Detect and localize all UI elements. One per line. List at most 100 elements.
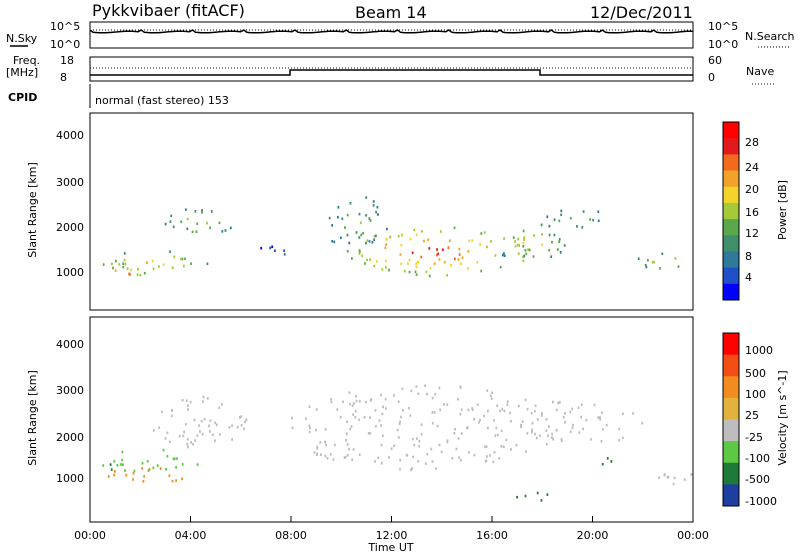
heatmap-cell bbox=[375, 234, 377, 238]
heatmap-cell bbox=[152, 466, 155, 470]
heatmap-cell bbox=[385, 238, 388, 241]
heatmap-cell bbox=[548, 248, 551, 252]
heatmap-cell bbox=[336, 408, 339, 411]
heatmap-cell bbox=[487, 426, 489, 430]
colorbar-segment bbox=[723, 397, 739, 420]
heatmap-cell bbox=[191, 230, 194, 234]
heatmap-cell bbox=[530, 412, 533, 415]
heatmap-cell bbox=[437, 252, 439, 256]
velocity-panel-frame bbox=[89, 316, 694, 523]
heatmap-cell bbox=[552, 400, 554, 404]
heatmap-cell bbox=[381, 412, 384, 416]
heatmap-cell bbox=[348, 391, 351, 394]
heatmap-cell bbox=[365, 241, 367, 245]
heatmap-cell bbox=[181, 398, 184, 402]
nsky-label: N.Sky bbox=[6, 32, 38, 45]
heatmap-cell bbox=[120, 463, 122, 466]
heatmap-cell bbox=[473, 453, 476, 457]
heatmap-cell bbox=[523, 236, 526, 239]
heatmap-cell bbox=[487, 409, 489, 413]
heatmap-cell bbox=[142, 480, 145, 483]
heatmap-cell bbox=[369, 416, 371, 419]
heatmap-cell bbox=[483, 231, 486, 234]
heatmap-cell bbox=[455, 447, 458, 451]
colorbar-segment bbox=[723, 354, 739, 377]
heatmap-cell bbox=[377, 456, 380, 460]
heatmap-cell bbox=[471, 239, 474, 242]
heatmap-cell bbox=[545, 429, 548, 432]
heatmap-cell bbox=[176, 457, 178, 460]
heatmap-cell bbox=[308, 424, 311, 428]
heatmap-cell bbox=[427, 238, 430, 242]
heatmap-cell bbox=[412, 437, 414, 441]
noise-panel-frame bbox=[89, 21, 694, 49]
heatmap-cell bbox=[560, 213, 563, 217]
heatmap-cell bbox=[168, 440, 171, 444]
heatmap-cell bbox=[659, 267, 661, 270]
heatmap-cell bbox=[152, 429, 155, 432]
heatmap-cell bbox=[358, 236, 361, 239]
heatmap-cell bbox=[337, 206, 340, 209]
heatmap-cell bbox=[202, 395, 205, 399]
heatmap-cell bbox=[370, 398, 373, 401]
heatmap-cell bbox=[118, 263, 121, 266]
heatmap-cell bbox=[436, 424, 439, 428]
heatmap-cell bbox=[480, 269, 483, 273]
heatmap-cell bbox=[171, 266, 174, 269]
noise-right-tick-0: 10^5 bbox=[708, 20, 738, 33]
colorbar-segment bbox=[723, 251, 739, 269]
heatmap-cell bbox=[209, 226, 211, 230]
heatmap-cell bbox=[418, 439, 421, 443]
heatmap-cell bbox=[182, 434, 185, 438]
heatmap-cell bbox=[533, 234, 535, 237]
heatmap-cell bbox=[350, 425, 353, 428]
heatmap-cell bbox=[585, 418, 588, 422]
heatmap-cell bbox=[661, 252, 664, 256]
heatmap-cell bbox=[528, 248, 531, 252]
heatmap-cell bbox=[159, 467, 162, 470]
velocity-colorbar bbox=[722, 332, 740, 507]
heatmap-cell bbox=[352, 402, 355, 405]
heatmap-cell bbox=[194, 439, 197, 442]
heatmap-cell bbox=[330, 398, 332, 401]
heatmap-cell bbox=[351, 458, 354, 461]
heatmap-cell bbox=[332, 458, 335, 461]
heatmap-cell bbox=[545, 418, 548, 421]
heatmap-cell bbox=[502, 253, 504, 257]
heatmap-cell bbox=[431, 411, 434, 414]
heatmap-cell bbox=[393, 394, 395, 397]
velocity-ylabel: Slant Range [km] bbox=[26, 370, 39, 466]
heatmap-cell bbox=[415, 385, 418, 388]
heatmap-cell bbox=[551, 432, 553, 436]
heatmap-cell bbox=[358, 453, 361, 456]
heatmap-cell bbox=[674, 257, 677, 260]
heatmap-cell bbox=[186, 443, 189, 446]
heatmap-cell bbox=[666, 476, 669, 479]
heatmap-cell bbox=[384, 246, 387, 250]
heatmap-cell bbox=[486, 389, 489, 392]
heatmap-cell bbox=[362, 231, 364, 235]
heatmap-cell bbox=[201, 209, 203, 212]
heatmap-cell bbox=[313, 451, 316, 454]
heatmap-cell bbox=[369, 432, 372, 435]
heatmap-cell bbox=[113, 473, 115, 477]
heatmap-cell bbox=[578, 431, 581, 434]
heatmap-cell bbox=[522, 259, 525, 263]
heatmap-cell bbox=[195, 230, 198, 233]
heatmap-cell bbox=[148, 467, 151, 471]
heatmap-cell bbox=[358, 212, 361, 216]
heatmap-cell bbox=[358, 250, 361, 253]
power-cbar-tick-24: 24 bbox=[745, 161, 759, 174]
vel-cbar-tick-1000: 1000 bbox=[745, 344, 773, 357]
heatmap-cell bbox=[361, 254, 364, 258]
heatmap-cell bbox=[102, 464, 105, 467]
colorbar-segment bbox=[723, 462, 739, 485]
freq-panel-frame bbox=[89, 56, 694, 82]
vel-ytick-3000: 3000 bbox=[56, 384, 84, 397]
heatmap-cell bbox=[400, 244, 403, 247]
colorbar-segment bbox=[723, 441, 739, 464]
heatmap-cell bbox=[534, 432, 536, 436]
heatmap-cell bbox=[438, 258, 441, 261]
heatmap-cell bbox=[424, 462, 427, 465]
heatmap-cell bbox=[540, 414, 543, 417]
